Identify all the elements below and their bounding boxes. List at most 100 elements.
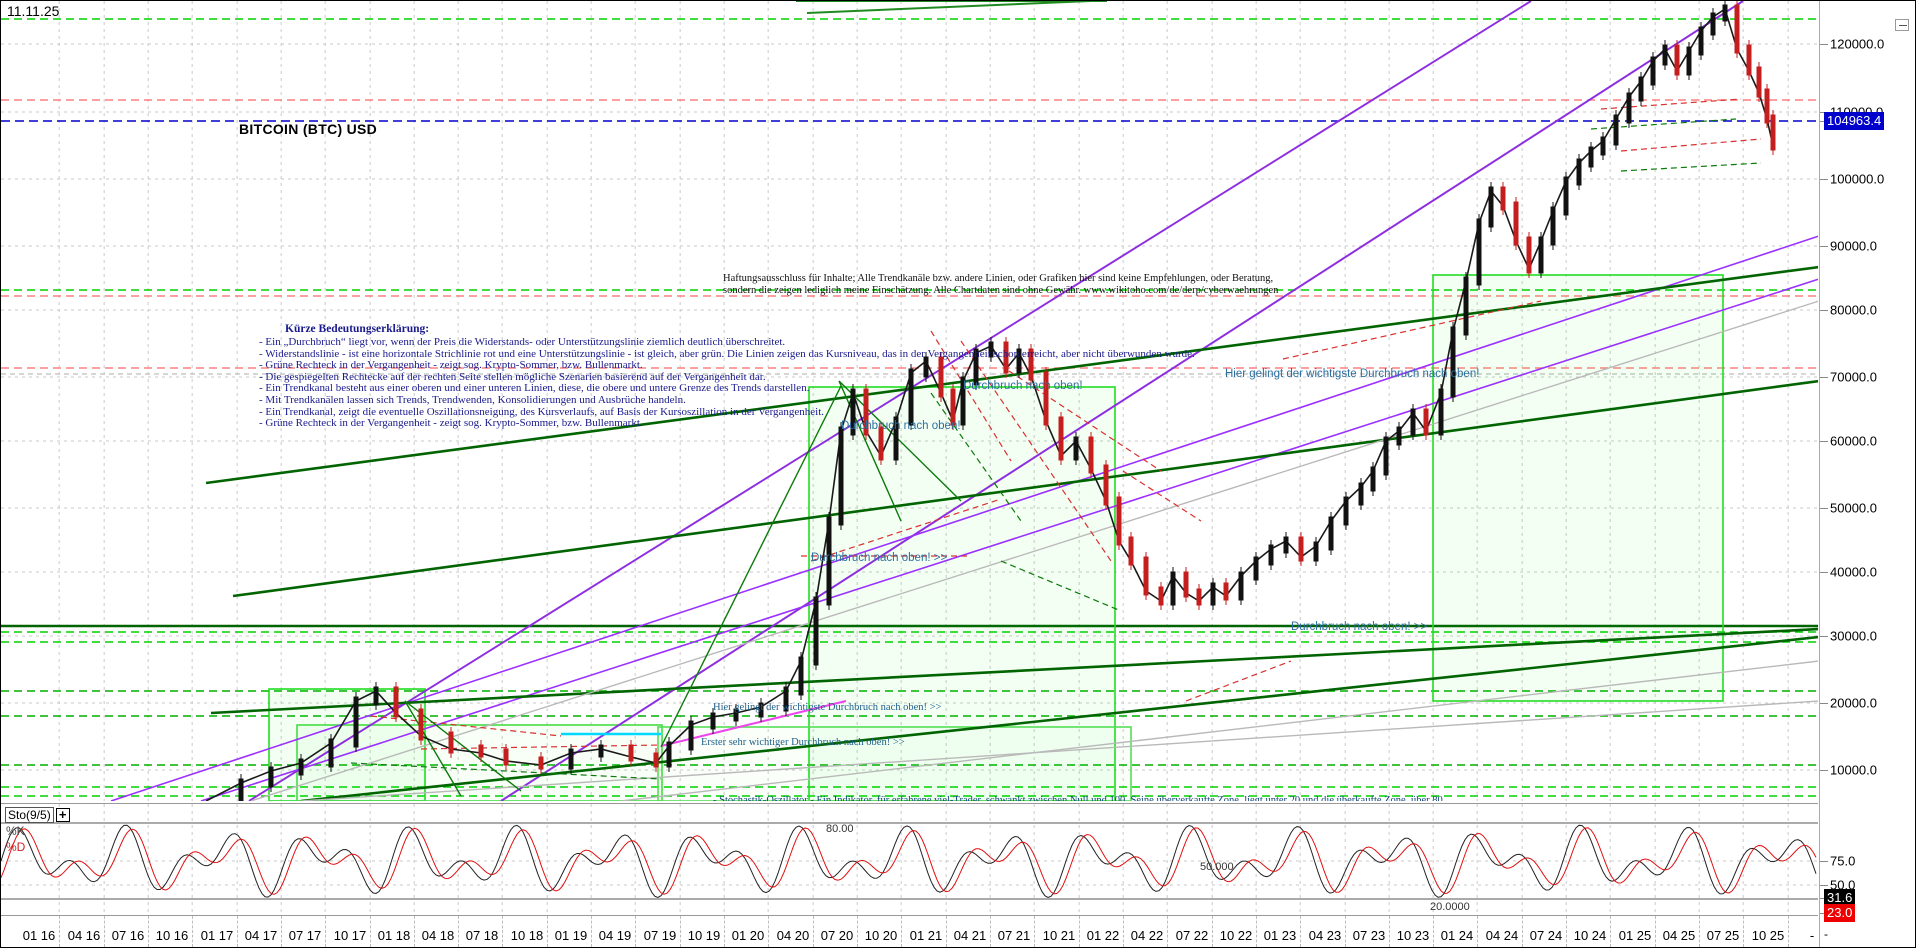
- x-axis-label: 01 22: [1086, 928, 1120, 943]
- x-axis-separator: [1566, 916, 1568, 947]
- x-axis-separator: [104, 916, 106, 947]
- expand-indicator-button[interactable]: +: [55, 808, 70, 822]
- legend-line: - Die gespiegelten Rechtecke auf der rec…: [259, 370, 766, 383]
- indicator-inline-label: 50.000: [1200, 861, 1234, 873]
- y-axis-label: 100000.0: [1830, 171, 1885, 187]
- x-axis-label: 04 25: [1662, 928, 1696, 943]
- indicator-name[interactable]: Sto(9/5): [5, 807, 54, 823]
- x-axis-label: 10 17: [333, 928, 367, 943]
- x-axis-separator: [281, 916, 283, 947]
- x-axis-separator: [990, 916, 992, 947]
- legend-line: - Ein Trendkanal besteht aus einer obere…: [259, 382, 810, 395]
- y-axis-tick: [1820, 885, 1828, 886]
- x-axis-label: 01 25: [1618, 928, 1652, 943]
- x-axis-separator: [680, 916, 682, 947]
- x-axis-separator: [325, 916, 327, 947]
- x-axis-separator: [591, 916, 593, 947]
- x-axis-label: 04 19: [598, 928, 632, 943]
- x-axis-separator: [1788, 916, 1790, 947]
- x-axis-separator: [148, 916, 150, 947]
- price-chart-pane[interactable]: 11.11.25 BITCOIN (BTC) USD Haftungsaussc…: [1, 1, 1818, 801]
- y-axis-tick: [1820, 636, 1828, 637]
- x-axis-separator: [768, 916, 770, 947]
- x-axis-separator: [1123, 916, 1125, 947]
- x-axis-label: 01 21: [909, 928, 943, 943]
- legend-explanation-block: Kürze Bedeutungserklärung: - Ein „Durchb…: [259, 323, 1195, 430]
- indicator-label-group[interactable]: Sto(9/5) +: [5, 807, 70, 823]
- y-axis: 120000.0110000.0100000.090000.080000.070…: [1819, 1, 1915, 947]
- legend-heading: Kürze Bedeutungserklärung:: [285, 323, 430, 335]
- x-axis-separator: [813, 916, 815, 947]
- x-axis-label: 10 23: [1396, 928, 1430, 943]
- x-axis-label: 07 25: [1706, 928, 1740, 943]
- y-axis-label: 30000.0: [1830, 628, 1877, 644]
- legend-line: - Grüne Rechteck in der Vergangenheit - …: [259, 359, 643, 372]
- x-axis-label: 07 17: [288, 928, 322, 943]
- x-axis-separator: [1212, 916, 1214, 947]
- x-axis-label: 04 23: [1308, 928, 1342, 943]
- x-axis-label: 10 24: [1573, 928, 1607, 943]
- y-axis-label: 23.0: [1824, 904, 1856, 922]
- x-axis-separator: [1300, 916, 1302, 947]
- date-stamp: 11.11.25: [7, 3, 60, 19]
- x-axis-label: -: [1809, 928, 1815, 943]
- minimize-icon[interactable]: [1895, 19, 1909, 31]
- bull-market-rectangles: [268, 274, 1724, 801]
- axis-corner-dash: -: [1824, 927, 1828, 941]
- x-axis-label: 07 18: [465, 928, 499, 943]
- y-axis-tick: [1820, 179, 1828, 180]
- x-axis-separator: [1167, 916, 1169, 947]
- x-axis-label: 07 21: [997, 928, 1031, 943]
- annotation-label: Hier gelingt der wichtigste Durchbruch n…: [1225, 368, 1480, 380]
- x-axis-label: 07 22: [1175, 928, 1209, 943]
- trend-channels: [110, 1, 1818, 801]
- y-axis-label: 90000.0: [1830, 238, 1877, 254]
- local-trend-fans: [350, 98, 1762, 797]
- x-axis-separator: [370, 916, 372, 947]
- y-axis-label: 40000.0: [1830, 564, 1877, 580]
- y-axis-label: 50.0: [1830, 877, 1856, 893]
- x-axis-label: 01 18: [377, 928, 411, 943]
- x-axis-label: 01 24: [1440, 928, 1474, 943]
- y-axis-tick: [1820, 441, 1828, 442]
- y-axis-tick: [1820, 572, 1828, 573]
- x-axis-label: 10 20: [864, 928, 898, 943]
- x-axis-label: 01 23: [1263, 928, 1297, 943]
- x-axis-separator: [857, 916, 859, 947]
- x-axis-separator: [946, 916, 948, 947]
- annotation-label: Erster sehr wichtiger Durchbruch nach ob…: [701, 737, 905, 748]
- x-axis-separator: [901, 916, 903, 947]
- x-axis-label: 07 20: [820, 928, 854, 943]
- annotation-label: - Stochastik-Oszillator - Ein Indikator,…: [713, 795, 1446, 801]
- x-axis-label: 10 21: [1042, 928, 1076, 943]
- disclaimer-line-1: Haftungsausschluss für Inhalte; Alle Tre…: [723, 273, 1274, 284]
- y-axis-label: 75.0: [1830, 853, 1856, 869]
- x-axis-label: 04 22: [1130, 928, 1164, 943]
- x-axis-separator: [1610, 916, 1612, 947]
- page-title: BITCOIN (BTC) USD: [239, 121, 378, 137]
- x-axis-separator: [1522, 916, 1524, 947]
- x-axis-label: 10 16: [155, 928, 189, 943]
- y-axis-tick: [1820, 508, 1828, 509]
- y-axis-label: 60000.0: [1830, 433, 1877, 449]
- x-axis-label: 04 17: [244, 928, 278, 943]
- x-axis-label: 04 20: [776, 928, 810, 943]
- x-axis-separator: [635, 916, 637, 947]
- x-axis-label: 07 24: [1529, 928, 1563, 943]
- btc-candlestick-series: [205, 1, 1776, 801]
- legend-line: - Widerstandslinie - ist eine horizontal…: [259, 347, 1195, 360]
- x-axis-separator: [1256, 916, 1258, 947]
- y-axis-label: 31.6: [1824, 889, 1856, 907]
- indicator-series-d-label: %D: [6, 840, 26, 854]
- x-axis-separator: [1699, 916, 1701, 947]
- stochastic-indicator-pane[interactable]: Sto(9/5) + %K %D 80.00 50.000 20.0000: [1, 803, 1818, 915]
- legend-line: - Ein „Durchbruch“ liegt vor, wenn der P…: [259, 336, 786, 348]
- y-axis-label: 104963.4: [1824, 112, 1885, 130]
- x-axis-label: 10 18: [510, 928, 544, 943]
- y-axis-label: 50000.0: [1830, 500, 1877, 516]
- y-axis-label: 70000.0: [1830, 369, 1877, 385]
- x-axis-separator: [1655, 916, 1657, 947]
- annotation-label: Hier gelingt der wichtigste Durchbruch n…: [713, 702, 942, 713]
- disclaimer-line-2: sondern die zeigen lediglich meine Einsc…: [723, 284, 1279, 296]
